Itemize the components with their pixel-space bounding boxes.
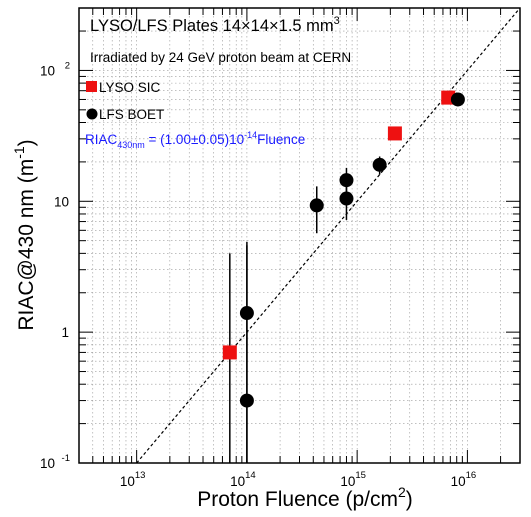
data-point-lfs-boet xyxy=(450,92,465,107)
y-tick-label: 10 xyxy=(54,194,69,209)
data-point-lfs-boet xyxy=(239,306,254,321)
y-axis-label: RIAC@430 nm (m-1) xyxy=(11,139,38,330)
fit-equation: RIAC430nm = (1.00±0.05)10-14Fluence xyxy=(85,130,305,150)
y-tick-label: 10 xyxy=(40,63,55,78)
data-marks xyxy=(222,90,465,463)
data-point-lfs-boet xyxy=(372,157,387,172)
tick-labels: 1013 1014 1015 1016 10 -1 1 10 10 2 xyxy=(40,60,476,489)
y-tick-label-exponent: 2 xyxy=(65,60,70,71)
x-tick-label: 1014 xyxy=(230,470,256,489)
data-point-lyso-sic xyxy=(222,345,237,360)
y-tick-label: 1 xyxy=(61,325,69,340)
chart-title: LYSO/LFS Plates 14×14×1.5 mm3 xyxy=(90,15,340,35)
x-tick-label: 1013 xyxy=(120,470,146,489)
y-tick-label: 10 xyxy=(40,456,55,471)
legend-label-lyso-sic: LYSO SIC xyxy=(99,80,161,95)
fit-line xyxy=(136,7,521,464)
legend-label-lfs-boet: LFS BOET xyxy=(99,107,164,122)
x-axis-label: Proton Fluence (p/cm2) xyxy=(197,484,413,511)
grid xyxy=(78,7,521,464)
legend-marker-lyso-sic xyxy=(86,81,97,92)
legend-marker-lfs-boet xyxy=(86,108,98,120)
data-point-lyso-sic xyxy=(387,126,402,141)
y-tick-label-exponent: -1 xyxy=(62,453,70,464)
data-point-lfs-boet xyxy=(339,173,354,188)
axis-ticks xyxy=(78,7,521,464)
data-point-lfs-boet xyxy=(339,191,354,206)
data-point-lfs-boet xyxy=(309,198,324,213)
x-tick-label: 1016 xyxy=(451,470,477,489)
x-tick-label: 1015 xyxy=(340,470,366,489)
chart-subtitle: Irradiated by 24 GeV proton beam at CERN xyxy=(90,50,351,65)
fit-line-layer xyxy=(136,7,521,464)
legend: LYSO SIC LFS BOET xyxy=(86,80,164,122)
